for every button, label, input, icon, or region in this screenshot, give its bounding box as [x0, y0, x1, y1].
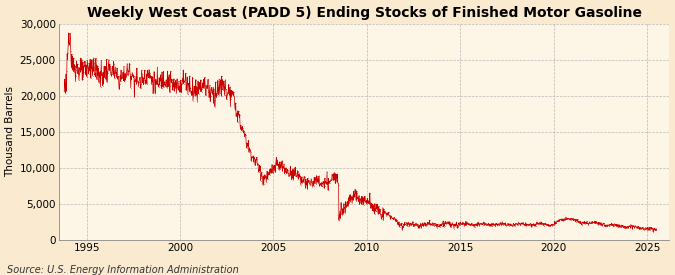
Text: Source: U.S. Energy Information Administration: Source: U.S. Energy Information Administ…: [7, 265, 238, 275]
Title: Weekly West Coast (PADD 5) Ending Stocks of Finished Motor Gasoline: Weekly West Coast (PADD 5) Ending Stocks…: [86, 6, 641, 20]
Y-axis label: Thousand Barrels: Thousand Barrels: [5, 86, 16, 177]
